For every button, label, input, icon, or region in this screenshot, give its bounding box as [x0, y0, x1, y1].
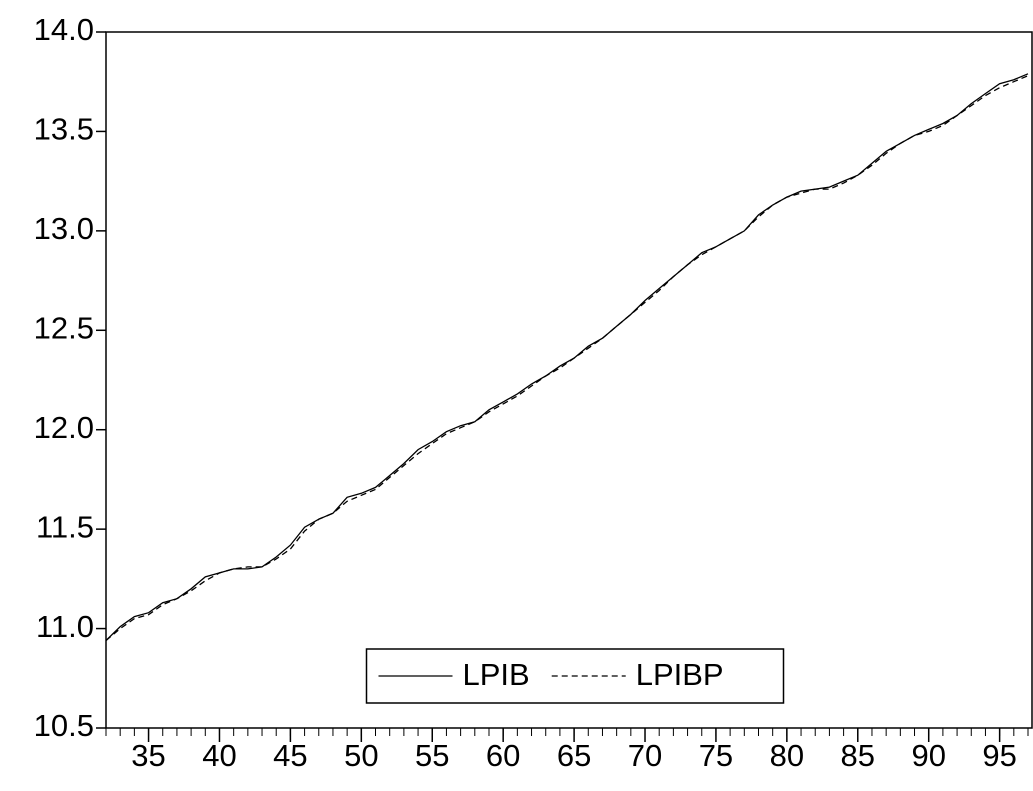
x-tick-label: 95	[982, 738, 1016, 773]
legend-label: LPIB	[463, 657, 530, 692]
y-tick-label: 12.0	[34, 410, 94, 445]
x-tick-label: 45	[273, 738, 307, 773]
x-tick-label: 40	[202, 738, 236, 773]
y-tick-label: 14.0	[34, 12, 94, 47]
plot-frame	[105, 31, 1033, 729]
x-tick-label: 65	[557, 738, 591, 773]
x-tick-label: 50	[344, 738, 378, 773]
legend-label: LPIBP	[636, 657, 724, 692]
series-line	[105, 75, 1029, 641]
x-tick-label: 80	[770, 738, 804, 773]
x-tick-label: 85	[841, 738, 875, 773]
y-tick-label: 13.0	[34, 211, 94, 246]
x-tick-label: 90	[911, 738, 945, 773]
y-tick-label: 10.5	[34, 708, 94, 743]
x-tick-label: 35	[131, 738, 165, 773]
y-tick-label: 11.0	[36, 609, 94, 644]
series-line	[105, 73, 1029, 641]
x-tick-label: 60	[486, 738, 520, 773]
y-tick-label: 13.5	[34, 112, 94, 147]
y-tick-label: 12.5	[34, 310, 94, 345]
x-tick-label: 55	[415, 738, 449, 773]
x-tick-label: 75	[699, 738, 733, 773]
y-tick-label: 11.5	[36, 509, 94, 544]
x-tick-label: 70	[628, 738, 662, 773]
